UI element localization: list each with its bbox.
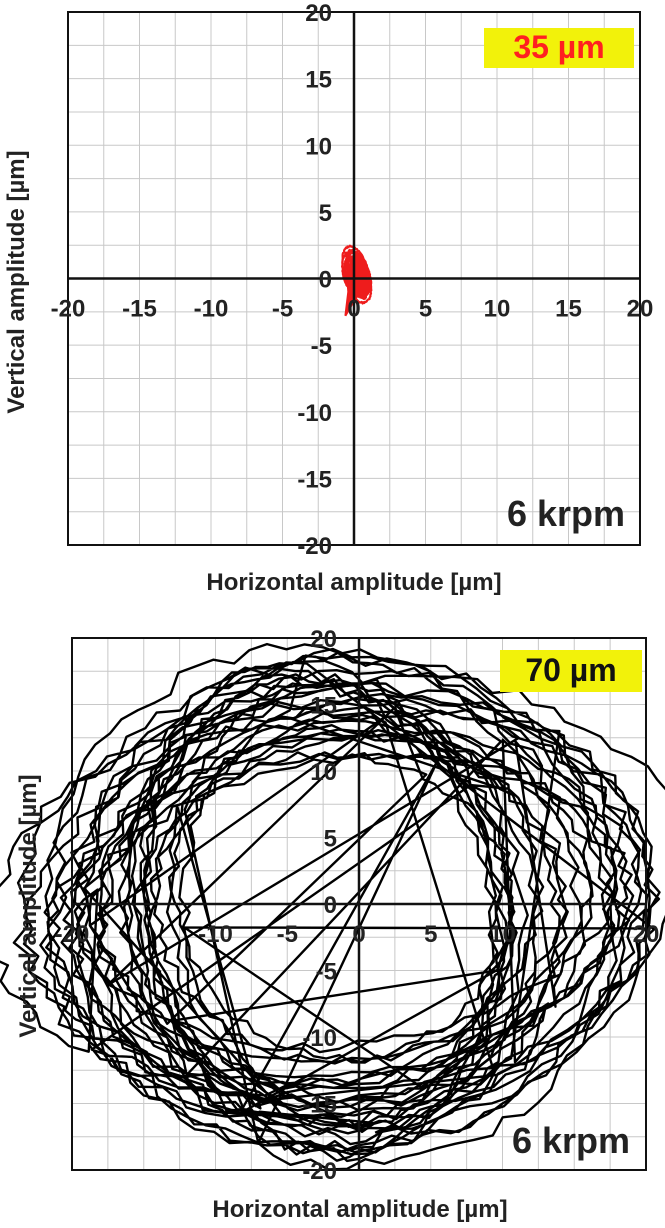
chart-top-y-tick-label: 20 bbox=[305, 0, 332, 27]
chart-top-x-tick-label: 0 bbox=[347, 296, 360, 323]
chart-top-x-tick-label: -20 bbox=[51, 296, 86, 323]
chart-top-x-axis-label: Horizontal amplitude [µm] bbox=[206, 569, 501, 596]
chart-bottom-y-tick-label: -15 bbox=[302, 1092, 337, 1119]
chart-top-y-tick-label: 0 bbox=[319, 267, 332, 294]
chart-bottom-badge: 70 µm bbox=[525, 652, 616, 688]
chart-top-badge-background bbox=[484, 28, 634, 68]
chart-top-x-tick-label: 20 bbox=[627, 296, 654, 323]
chart-top-axes bbox=[67, 11, 641, 546]
chart-bottom-y-tick-label: 5 bbox=[324, 826, 337, 853]
chart-top-x-tick-label: -10 bbox=[194, 296, 229, 323]
chart-bottom-x-tick-label: 20 bbox=[633, 921, 660, 948]
chart-top-y-tick-label: -20 bbox=[297, 533, 332, 560]
chart-bottom-tick-labels: -20 -10 -5 0 5 10 20 20 15 10 5 0 -5 -10 -15 -20 bbox=[55, 626, 660, 1185]
chart-top-y-tick-label: -10 bbox=[297, 400, 332, 427]
chart-top-y-axis-label: Vertical amplitude [µm] bbox=[3, 150, 30, 413]
chart-bottom-badge-background bbox=[500, 650, 642, 692]
chart-top-y-tick-label: -15 bbox=[297, 466, 332, 493]
chart-top-y-tick-label: 15 bbox=[305, 67, 332, 94]
chart-top-speed-annotation: 6 krpm bbox=[507, 493, 625, 534]
chart-bottom-series-trace bbox=[0, 642, 665, 1171]
chart-top-x-tick-label: -15 bbox=[122, 296, 157, 323]
chart-bottom-y-tick-label: 15 bbox=[310, 693, 337, 720]
chart-bottom-x-tick-label: 10 bbox=[489, 921, 516, 948]
chart-bottom-axes bbox=[71, 637, 647, 1171]
chart-top-x-tick-label: 5 bbox=[419, 296, 432, 323]
chart-bottom-y-tick-label: -20 bbox=[302, 1158, 337, 1185]
chart-top-y-tick-label: 5 bbox=[319, 200, 332, 227]
chart-bottom-x-tick-label: 0 bbox=[352, 921, 365, 948]
chart-top-x-tick-label: 10 bbox=[484, 296, 511, 323]
chart-top-x-tick-label: 15 bbox=[555, 296, 582, 323]
chart-top-x-tick-label: -5 bbox=[272, 296, 293, 323]
chart-top-tick-labels: -20 -15 -10 -5 0 5 10 15 20 20 15 10 5 0 -5 -10 -15 -20 bbox=[51, 0, 654, 560]
chart-bottom-y-tick-label: 10 bbox=[310, 759, 337, 786]
chart-bottom-y-axis-label: Vertical amplitude [µm] bbox=[15, 774, 42, 1037]
chart-top-orbit bbox=[341, 244, 373, 317]
chart-bottom-orbit bbox=[0, 642, 665, 1171]
chart-bottom-speed-annotation: 6 krpm bbox=[512, 1120, 630, 1161]
chart-top-y-tick-label: -5 bbox=[311, 333, 332, 360]
chart-bottom-x-tick-label: 5 bbox=[424, 921, 437, 948]
chart-bottom-x-axis-label: Horizontal amplitude [µm] bbox=[212, 1196, 507, 1223]
chart-top: -20 -15 -10 -5 0 5 10 15 20 20 15 10 5 0 -5 -10 -15 -20 3… bbox=[3, 0, 653, 596]
chart-bottom-x-tick-label: -20 bbox=[55, 921, 90, 948]
chart-bottom-y-tick-label: 0 bbox=[324, 892, 337, 919]
chart-top-series-fill bbox=[344, 250, 368, 317]
chart-bottom-x-tick-label: -5 bbox=[277, 921, 298, 948]
chart-top-badge: 35 µm bbox=[513, 29, 604, 65]
chart-bottom-y-tick-label: 20 bbox=[310, 626, 337, 653]
chart-bottom-x-tick-label: -10 bbox=[198, 921, 233, 948]
chart-bottom-y-tick-label: -5 bbox=[316, 959, 337, 986]
chart-top-y-tick-label: 10 bbox=[305, 133, 332, 160]
chart-bottom-y-tick-label: -10 bbox=[302, 1025, 337, 1052]
